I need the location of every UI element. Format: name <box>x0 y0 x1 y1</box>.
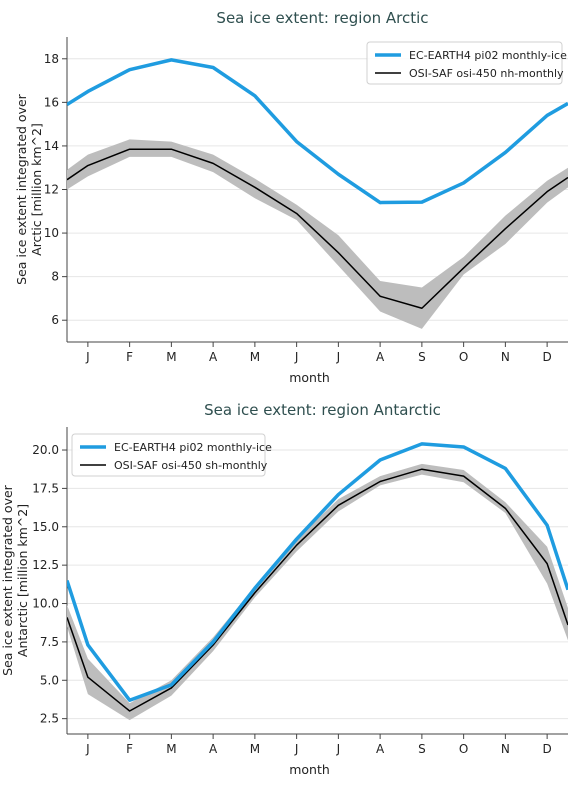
x-tick-label: S <box>418 742 426 756</box>
y-axis-label-line: Antarctic [million km^2] <box>15 504 30 657</box>
legend: EC-EARTH4 pi02 monthly-ice OSI-SAF osi-45… <box>366 41 567 85</box>
x-tick-label: O <box>459 742 468 756</box>
x-tick-label: D <box>543 742 552 756</box>
y-tick-label: 12.5 <box>32 558 59 572</box>
x-tick-label: A <box>209 350 218 364</box>
y-tick-label: 20.0 <box>32 443 59 457</box>
y-tick-label: 2.5 <box>40 712 59 726</box>
x-tick-label: D <box>543 350 552 364</box>
legend-entry: EC-EARTH4 pi02 monthly-ice <box>409 49 567 62</box>
plot-area <box>67 442 568 721</box>
x-tick-label: O <box>459 350 468 364</box>
x-axis-label: month <box>289 370 330 385</box>
x-tick-label: A <box>376 350 385 364</box>
y-tick-label: 16 <box>44 95 59 109</box>
y-tick-label: 17.5 <box>32 481 59 495</box>
x-tick-label: J <box>336 350 341 364</box>
y-tick-label: 15.0 <box>32 520 59 534</box>
y-tick-label: 18 <box>44 52 59 66</box>
uncertainty-band <box>67 463 568 721</box>
y-tick-label: 10.0 <box>32 597 59 611</box>
x-tick-label: J <box>294 742 299 756</box>
y-tick-label: 10 <box>44 226 59 240</box>
x-tick-label: J <box>85 742 90 756</box>
y-tick-label: 7.5 <box>40 635 59 649</box>
x-tick-label: M <box>250 742 260 756</box>
y-tick-label: 6 <box>51 313 59 327</box>
legend-box <box>71 433 266 477</box>
chart-title: Sea ice extent: region Arctic <box>216 9 428 27</box>
series-line-model <box>67 58 568 205</box>
y-tick-label: 14 <box>44 139 59 153</box>
y-axis-label-line: Arctic [million km^2] <box>29 123 44 256</box>
series-line-model <box>67 442 568 702</box>
x-tick-label: A <box>376 742 385 756</box>
legend-entry: EC-EARTH4 pi02 monthly-ice <box>114 441 272 454</box>
x-tick-label: F <box>126 742 133 756</box>
y-axis-label-line: Sea ice extent integrated over <box>14 93 29 284</box>
x-tick-label: N <box>501 742 510 756</box>
x-tick-label: J <box>336 742 341 756</box>
y-axis-label: Sea ice extent integrated overArctic [mi… <box>14 93 44 284</box>
plot-area <box>67 58 568 329</box>
chart-panel-2: Sea ice extent: region Antarctic 2.5 5.0 7.… <box>0 401 568 777</box>
legend-entry: OSI-SAF osi-450 sh-monthly <box>114 459 268 472</box>
y-tick-label: 8 <box>51 270 59 284</box>
series-line-observation <box>67 148 568 309</box>
chart-title: Sea ice extent: region Antarctic <box>204 401 441 419</box>
uncertainty-band <box>67 139 568 329</box>
series-line-observation <box>67 468 568 712</box>
x-tick-label: M <box>166 350 176 364</box>
legend: EC-EARTH4 pi02 monthly-ice OSI-SAF osi-45… <box>71 433 272 477</box>
y-tick-label: 12 <box>44 183 59 197</box>
x-tick-label: J <box>85 350 90 364</box>
y-axis-label-line: Sea ice extent integrated over <box>0 484 15 675</box>
x-tick-label: M <box>166 742 176 756</box>
x-tick-label: A <box>209 742 218 756</box>
x-tick-label: J <box>294 350 299 364</box>
x-axis-label: month <box>289 762 330 777</box>
y-tick-label: 5.0 <box>40 673 59 687</box>
legend-box <box>366 41 563 85</box>
y-axis-label: Sea ice extent integrated overAntarctic … <box>0 484 30 675</box>
chart-panel-1: Sea ice extent: region Arctic 6 8 10 12 14 16 1… <box>14 9 568 385</box>
x-tick-label: N <box>501 350 510 364</box>
x-tick-label: S <box>418 350 426 364</box>
legend-entry: OSI-SAF osi-450 nh-monthly <box>409 67 564 80</box>
x-tick-label: M <box>250 350 260 364</box>
x-tick-label: F <box>126 350 133 364</box>
